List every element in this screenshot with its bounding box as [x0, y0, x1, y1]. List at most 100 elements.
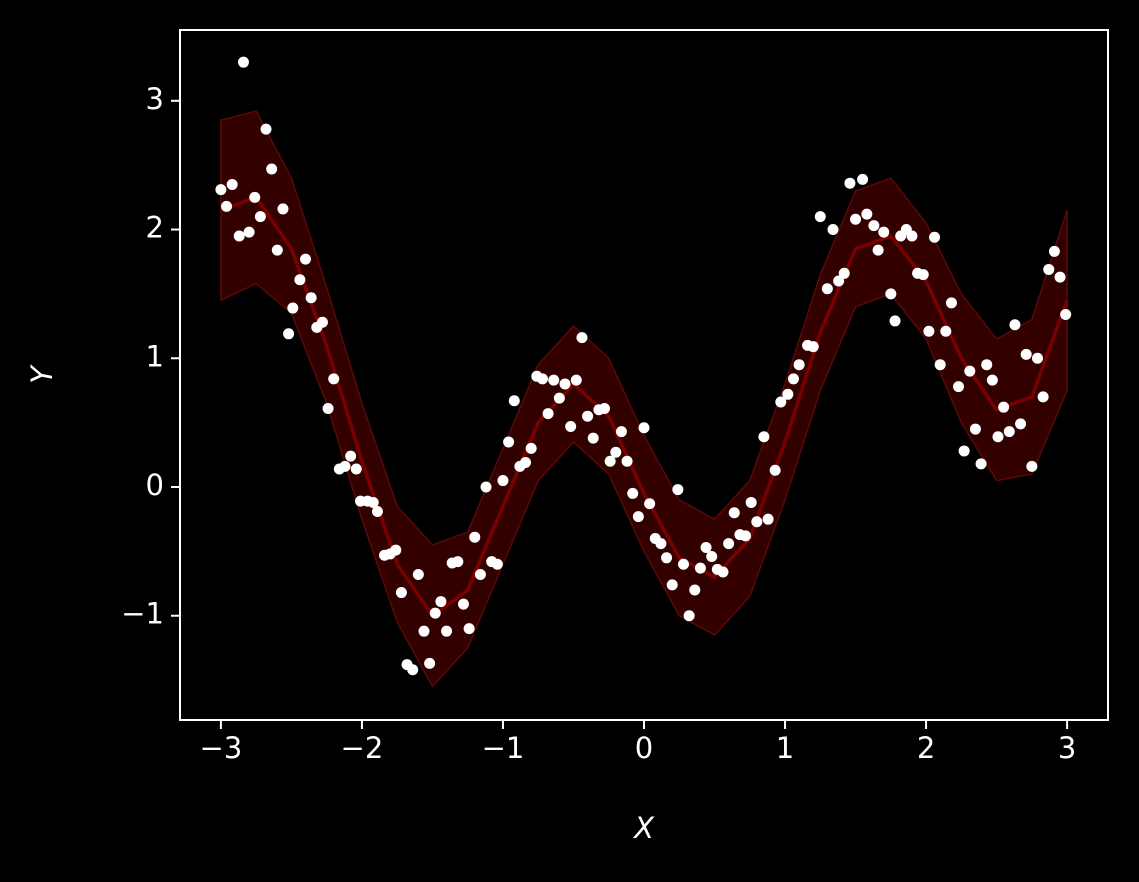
data-point — [917, 269, 929, 281]
data-point — [953, 381, 965, 393]
mean-line — [220, 195, 1069, 619]
data-point — [1020, 348, 1032, 360]
data-point — [717, 566, 729, 578]
data-point — [604, 455, 616, 467]
x-tick-label: −1 — [482, 731, 525, 765]
x-axis-label: X — [632, 811, 655, 845]
data-point — [945, 297, 957, 309]
data-point — [1037, 391, 1049, 403]
data-point — [906, 230, 918, 242]
data-point — [762, 513, 774, 525]
data-point — [435, 596, 447, 608]
data-point — [958, 445, 970, 457]
data-point — [277, 203, 289, 215]
data-point — [536, 373, 548, 385]
data-point — [793, 359, 805, 371]
data-point — [407, 664, 419, 676]
data-point — [345, 450, 357, 462]
data-point — [700, 542, 712, 553]
data-point — [885, 288, 897, 300]
data-point — [570, 374, 582, 386]
data-point — [283, 328, 295, 340]
data-point — [243, 226, 255, 238]
data-point — [1031, 352, 1043, 364]
confidence-band — [220, 110, 1068, 688]
data-point — [1009, 319, 1021, 331]
data-point — [316, 316, 328, 328]
data-point — [627, 487, 639, 499]
data-point — [844, 177, 856, 189]
data-point — [1048, 245, 1060, 257]
data-point — [395, 587, 407, 599]
data-point — [390, 544, 402, 556]
x-tick-label: 0 — [635, 731, 653, 765]
data-point — [975, 458, 987, 470]
data-point — [615, 426, 627, 438]
y-axis-label: Y — [25, 364, 59, 384]
y-tick-label: 1 — [146, 339, 164, 373]
data-point — [553, 392, 565, 404]
data-point — [694, 562, 706, 574]
data-point — [339, 460, 351, 472]
data-point — [661, 552, 673, 564]
data-point — [861, 208, 873, 220]
data-point — [775, 396, 787, 408]
data-point — [807, 341, 819, 353]
data-point — [934, 359, 946, 371]
data-point — [237, 56, 249, 68]
data-point — [1054, 271, 1066, 283]
x-tick-label: −2 — [341, 731, 384, 765]
data-point — [689, 584, 701, 596]
data-point — [559, 378, 571, 390]
data-point — [412, 569, 424, 581]
data-point — [441, 625, 453, 637]
data-point — [233, 230, 245, 242]
data-point — [294, 274, 306, 286]
data-point — [328, 373, 340, 385]
data-point — [474, 569, 486, 581]
data-point — [457, 598, 469, 610]
data-point — [480, 481, 492, 493]
data-point — [758, 431, 770, 443]
data-point — [677, 558, 689, 570]
data-point — [632, 511, 644, 523]
data-point — [745, 496, 757, 508]
data-point — [666, 579, 678, 591]
data-point — [599, 402, 611, 414]
data-point — [418, 625, 430, 637]
data-point — [548, 374, 560, 386]
data-point — [981, 359, 993, 371]
data-point — [672, 484, 684, 496]
data-point — [878, 226, 890, 238]
data-point — [1043, 263, 1055, 275]
data-point — [249, 191, 261, 203]
data-point — [226, 178, 238, 190]
data-point — [992, 431, 1004, 443]
data-point — [469, 531, 481, 543]
data-point — [271, 244, 283, 256]
data-point — [969, 423, 981, 435]
data-point — [215, 184, 227, 196]
data-point — [644, 498, 656, 510]
data-point — [367, 496, 379, 508]
data-point — [723, 538, 735, 550]
x-tick-label: 1 — [776, 731, 794, 765]
data-point — [424, 657, 436, 669]
x-tick-label: −3 — [200, 731, 243, 765]
data-point — [525, 442, 537, 454]
data-point — [287, 302, 299, 314]
y-tick-label: 3 — [146, 82, 164, 116]
x-tick-label: 3 — [1058, 731, 1076, 765]
data-point — [322, 402, 334, 414]
x-tick-label: 2 — [917, 731, 935, 765]
data-point — [565, 420, 577, 432]
data-point — [452, 556, 464, 568]
data-point — [814, 211, 826, 223]
data-point — [221, 200, 233, 212]
data-point — [429, 607, 441, 619]
data-point — [260, 123, 272, 135]
data-point — [587, 432, 599, 444]
data-point — [833, 275, 845, 287]
data-point — [491, 558, 503, 570]
data-point — [683, 610, 695, 622]
